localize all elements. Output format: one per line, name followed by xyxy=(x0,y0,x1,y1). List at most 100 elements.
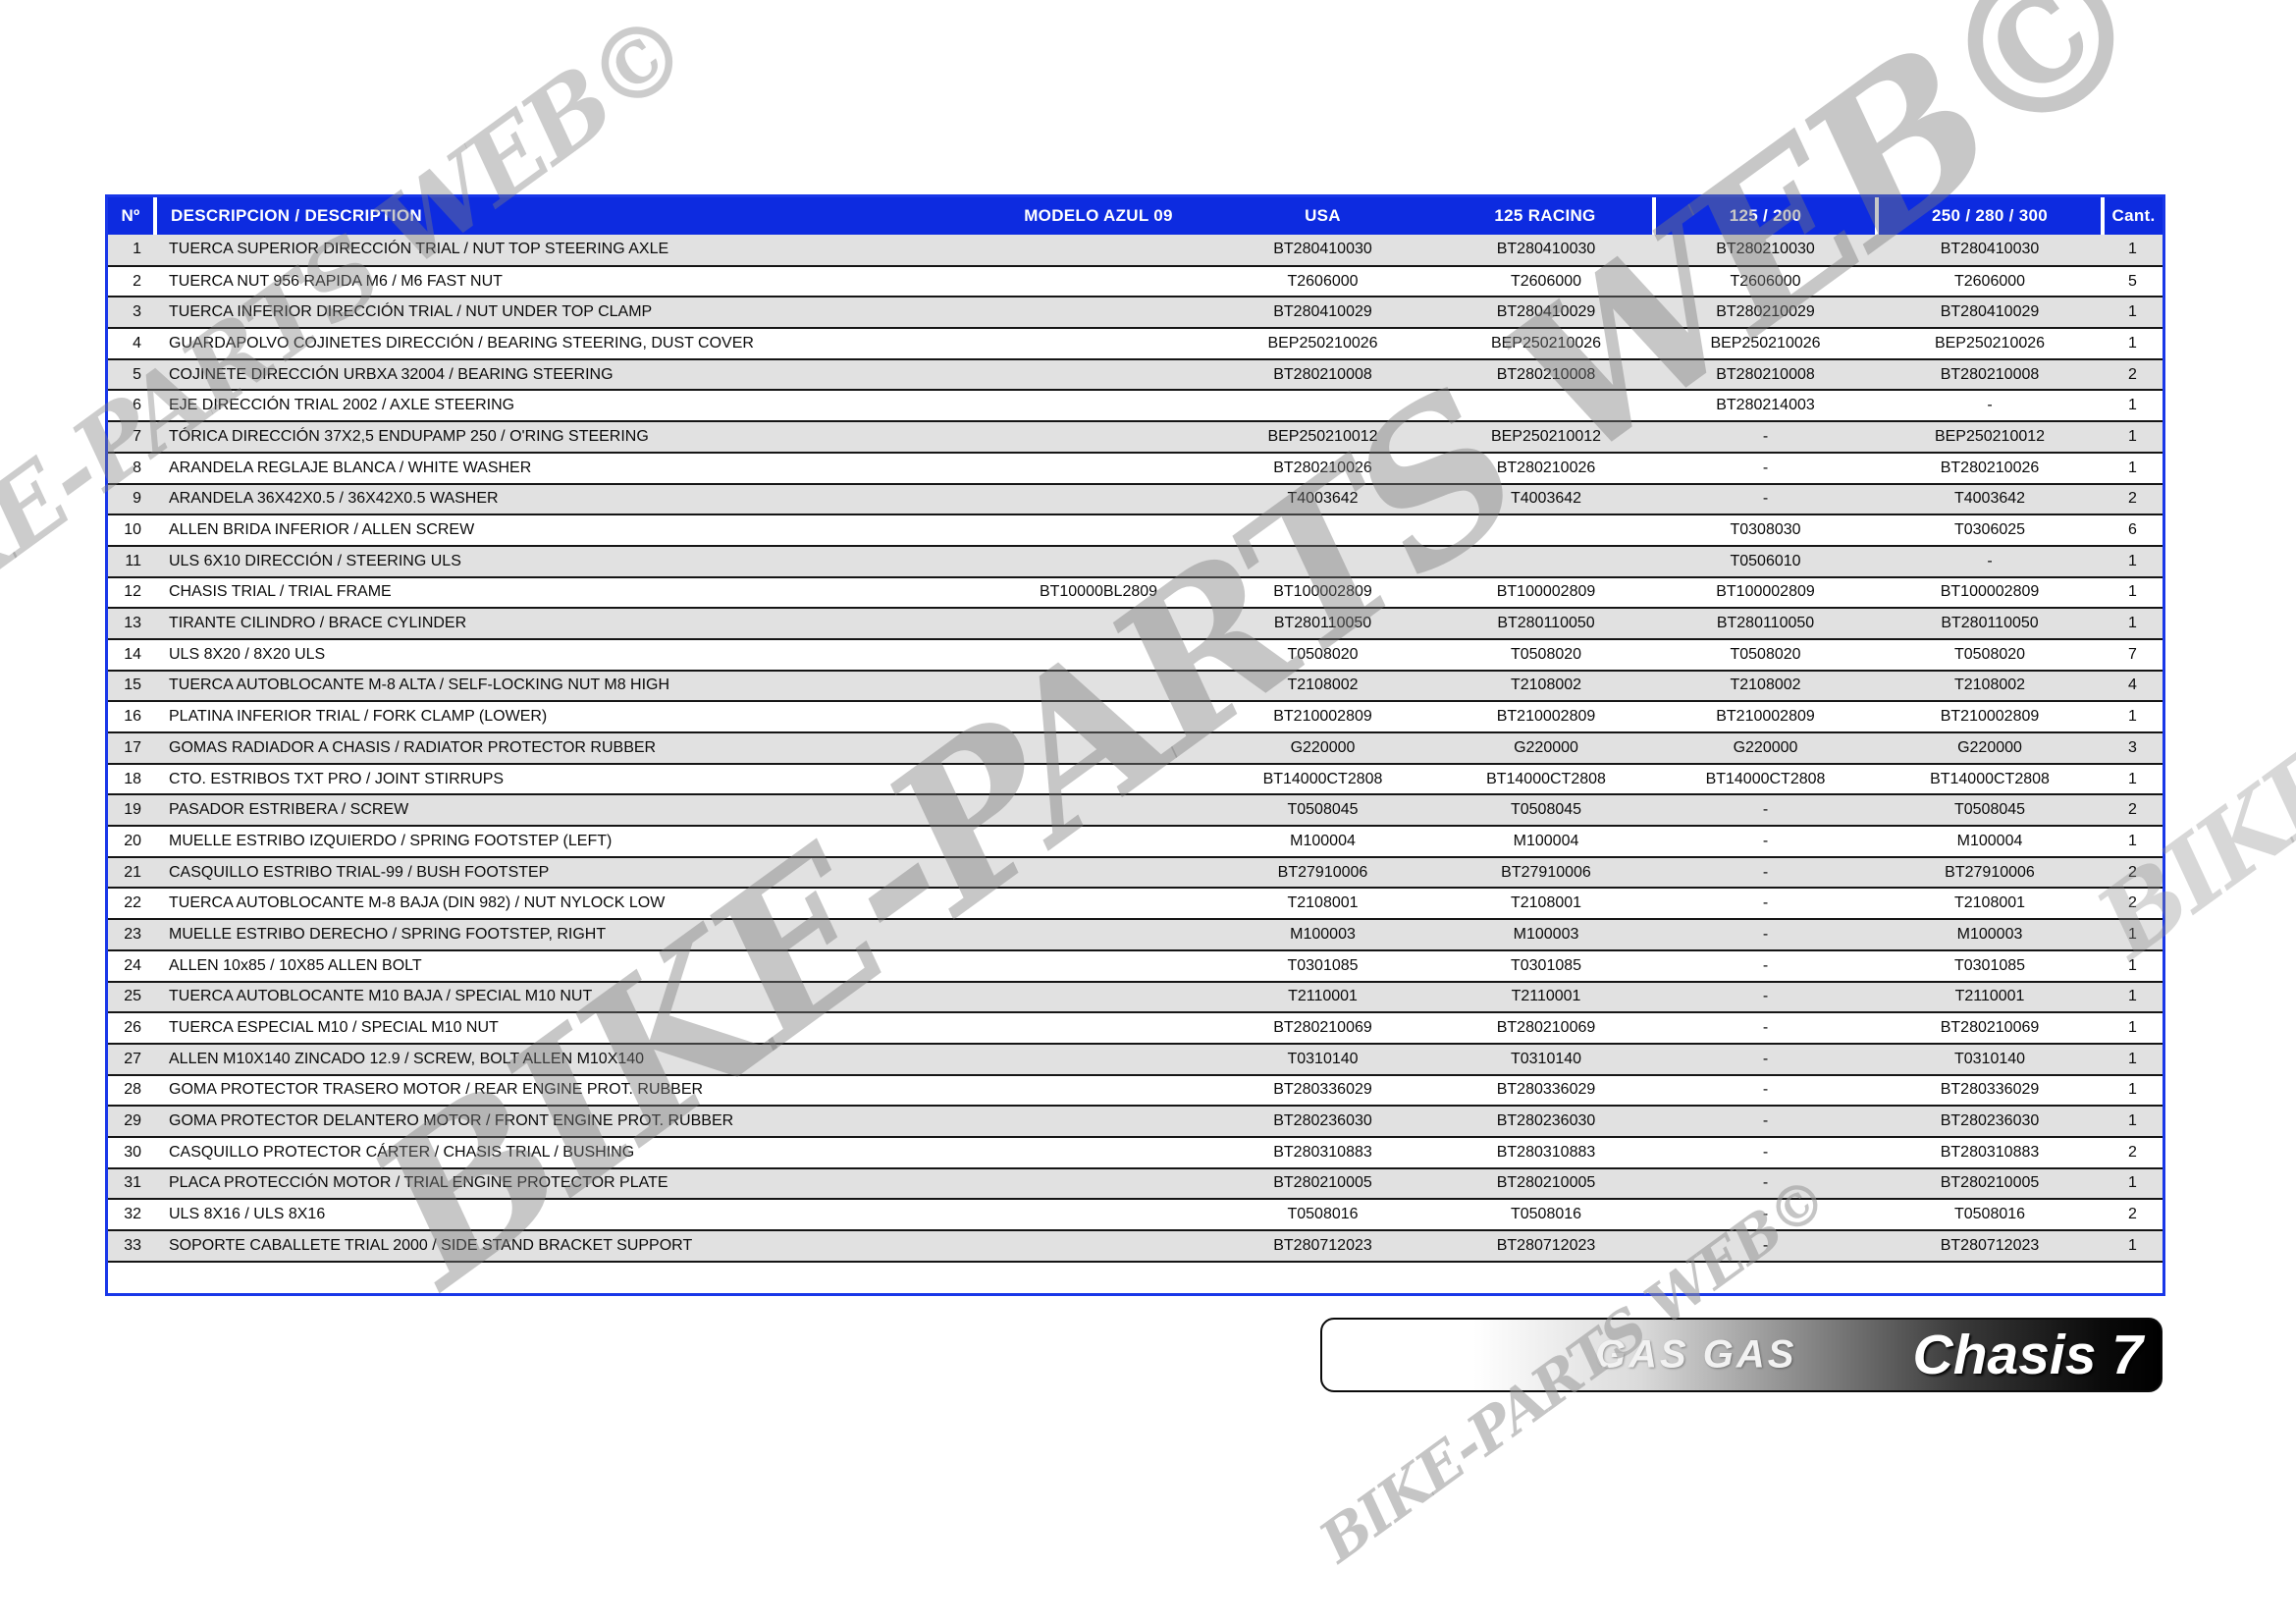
cell-cant: 2 xyxy=(2103,856,2163,890)
cell-m250_280_300: G220000 xyxy=(1877,732,2103,765)
cell-num: 33 xyxy=(108,1230,155,1263)
cell-modelo xyxy=(989,701,1207,733)
cell-modelo xyxy=(989,235,1207,267)
cell-usa: BT280210069 xyxy=(1207,1012,1438,1045)
cell-m125_200: - xyxy=(1654,452,1877,485)
cell-m125_200: - xyxy=(1654,794,1877,828)
cell-modelo: BT10000BL2809 xyxy=(989,576,1207,610)
cell-desc: TUERCA AUTOBLOCANTE M10 BAJA / SPECIAL M… xyxy=(155,981,989,1014)
cell-desc: PLACA PROTECCIÓN MOTOR / TRIAL ENGINE PR… xyxy=(155,1167,989,1201)
cell-racing: T2108001 xyxy=(1438,888,1654,921)
cell-usa: BT280712023 xyxy=(1207,1230,1438,1263)
cell-usa: BT280236030 xyxy=(1207,1106,1438,1138)
cell-racing: BT280210008 xyxy=(1438,358,1654,392)
table-row: 10 ALLEN BRIDA INFERIOR / ALLEN SCREW T030… xyxy=(108,514,2163,547)
cell-racing: BT280712023 xyxy=(1438,1230,1654,1263)
cell-usa: G220000 xyxy=(1207,732,1438,765)
table-row: 5 COJINETE DIRECCIÓN URBXA 32004 / BEARIN… xyxy=(108,358,2163,392)
cell-cant: 5 xyxy=(2103,265,2163,298)
cell-num: 24 xyxy=(108,949,155,983)
cell-m125_200: BT280214003 xyxy=(1654,390,1877,423)
cell-cant: 1 xyxy=(2103,545,2163,578)
cell-modelo xyxy=(989,358,1207,392)
cell-usa: T0301085 xyxy=(1207,949,1438,983)
cell-desc: GOMA PROTECTOR TRASERO MOTOR / REAR ENGI… xyxy=(155,1074,989,1108)
cell-m125_200: - xyxy=(1654,826,1877,858)
cell-num: 10 xyxy=(108,514,155,547)
cell-desc: ARANDELA REGLAJE BLANCA / WHITE WASHER xyxy=(155,452,989,485)
cell-m250_280_300: T0508016 xyxy=(1877,1199,2103,1231)
cell-m250_280_300: BT280210069 xyxy=(1877,1012,2103,1045)
table-row: 30 CASQUILLO PROTECTOR CÁRTER / CHASIS TR… xyxy=(108,1136,2163,1169)
cell-usa: BEP250210026 xyxy=(1207,328,1438,360)
cell-m250_280_300: BT280410030 xyxy=(1877,235,2103,267)
cell-num: 12 xyxy=(108,576,155,610)
cell-num: 20 xyxy=(108,826,155,858)
cell-racing: BT100002809 xyxy=(1438,576,1654,610)
cell-cant: 1 xyxy=(2103,701,2163,733)
table-row: 12 CHASIS TRIAL / TRIAL FRAME BT10000BL280… xyxy=(108,576,2163,610)
cell-m250_280_300: - xyxy=(1877,390,2103,423)
cell-cant: 2 xyxy=(2103,358,2163,392)
cell-cant: 1 xyxy=(2103,919,2163,951)
cell-desc: ULS 8X20 / 8X20 ULS xyxy=(155,638,989,672)
cell-cant: 2 xyxy=(2103,888,2163,921)
cell-racing: BT280336029 xyxy=(1438,1074,1654,1108)
cell-m125_200: - xyxy=(1654,856,1877,890)
cell-racing: BT280210069 xyxy=(1438,1012,1654,1045)
table-row: 11 ULS 6X10 DIRECCIÓN / STEERING ULS T0506… xyxy=(108,545,2163,578)
cell-usa: BT14000CT2808 xyxy=(1207,763,1438,796)
cell-m250_280_300: T0508045 xyxy=(1877,794,2103,828)
cell-m125_200: BT280210008 xyxy=(1654,358,1877,392)
cell-cant: 1 xyxy=(2103,608,2163,640)
cell-racing: BEP250210026 xyxy=(1438,328,1654,360)
cell-desc: ALLEN M10X140 ZINCADO 12.9 / SCREW, BOLT… xyxy=(155,1043,989,1076)
cell-cant: 1 xyxy=(2103,949,2163,983)
cell-racing: T2110001 xyxy=(1438,981,1654,1014)
cell-racing: T0508020 xyxy=(1438,638,1654,672)
cell-m250_280_300: T2606000 xyxy=(1877,265,2103,298)
cell-racing: M100003 xyxy=(1438,919,1654,951)
cell-racing: T0310140 xyxy=(1438,1043,1654,1076)
cell-desc: ULS 6X10 DIRECCIÓN / STEERING ULS xyxy=(155,545,989,578)
cell-m125_200: - xyxy=(1654,1074,1877,1108)
cell-cant: 1 xyxy=(2103,1230,2163,1263)
cell-m125_200: BT280110050 xyxy=(1654,608,1877,640)
cell-m125_200: - xyxy=(1654,1012,1877,1045)
cell-m250_280_300: BEP250210026 xyxy=(1877,328,2103,360)
table-row: 6 EJE DIRECCIÓN TRIAL 2002 / AXLE STEERIN… xyxy=(108,390,2163,423)
table-row: 24 ALLEN 10x85 / 10X85 ALLEN BOLT T0301085… xyxy=(108,949,2163,983)
cell-m250_280_300: T2110001 xyxy=(1877,981,2103,1014)
cell-m125_200: - xyxy=(1654,949,1877,983)
cell-cant: 1 xyxy=(2103,390,2163,423)
cell-modelo xyxy=(989,483,1207,516)
cell-racing: T0508016 xyxy=(1438,1199,1654,1231)
table-row: 9 ARANDELA 36X42X0.5 / 36X42X0.5 WASHER T4… xyxy=(108,483,2163,516)
cell-m125_200: - xyxy=(1654,981,1877,1014)
cell-cant: 1 xyxy=(2103,1074,2163,1108)
parts-table-body: 1 TUERCA SUPERIOR DIRECCIÓN TRIAL / NUT T… xyxy=(108,235,2163,1293)
cell-m250_280_300: T0310140 xyxy=(1877,1043,2103,1076)
cell-desc: TIRANTE CILINDRO / BRACE CYLINDER xyxy=(155,608,989,640)
cell-m250_280_300: BT280236030 xyxy=(1877,1106,2103,1138)
cell-cant: 2 xyxy=(2103,794,2163,828)
cell-num: 14 xyxy=(108,638,155,672)
cell-cant: 1 xyxy=(2103,235,2163,267)
cell-m125_200: - xyxy=(1654,1199,1877,1231)
cell-cant: 1 xyxy=(2103,297,2163,330)
cell-desc: CHASIS TRIAL / TRIAL FRAME xyxy=(155,576,989,610)
cell-racing: BT280410029 xyxy=(1438,297,1654,330)
cell-m125_200: T2606000 xyxy=(1654,265,1877,298)
cell-num: 28 xyxy=(108,1074,155,1108)
cell-modelo xyxy=(989,1106,1207,1138)
column-header-description: DESCRIPCION / DESCRIPTION xyxy=(153,197,989,235)
cell-modelo xyxy=(989,888,1207,921)
cell-racing xyxy=(1438,514,1654,547)
cell-m250_280_300: T2108001 xyxy=(1877,888,2103,921)
parts-table-header: Nº DESCRIPCION / DESCRIPTION MODELO AZUL… xyxy=(108,197,2163,235)
column-header-cant: Cant. xyxy=(2101,197,2163,235)
cell-num: 13 xyxy=(108,608,155,640)
table-row: 33 SOPORTE CABALLETE TRIAL 2000 / SIDE ST… xyxy=(108,1230,2163,1263)
cell-desc: MUELLE ESTRIBO DERECHO / SPRING FOOTSTEP… xyxy=(155,919,989,951)
cell-m125_200: T0308030 xyxy=(1654,514,1877,547)
